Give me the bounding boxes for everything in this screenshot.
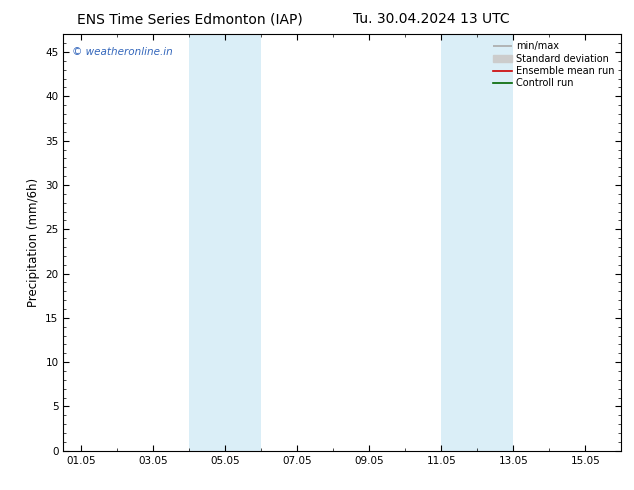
Text: ENS Time Series Edmonton (IAP): ENS Time Series Edmonton (IAP)	[77, 12, 303, 26]
Bar	[441, 34, 514, 451]
Text: © weatheronline.in: © weatheronline.in	[72, 47, 172, 57]
Legend: min/max, Standard deviation, Ensemble mean run, Controll run: min/max, Standard deviation, Ensemble me…	[489, 37, 618, 92]
Bar	[190, 34, 261, 451]
Y-axis label: Precipitation (mm/6h): Precipitation (mm/6h)	[27, 178, 40, 307]
Text: Tu. 30.04.2024 13 UTC: Tu. 30.04.2024 13 UTC	[353, 12, 510, 26]
